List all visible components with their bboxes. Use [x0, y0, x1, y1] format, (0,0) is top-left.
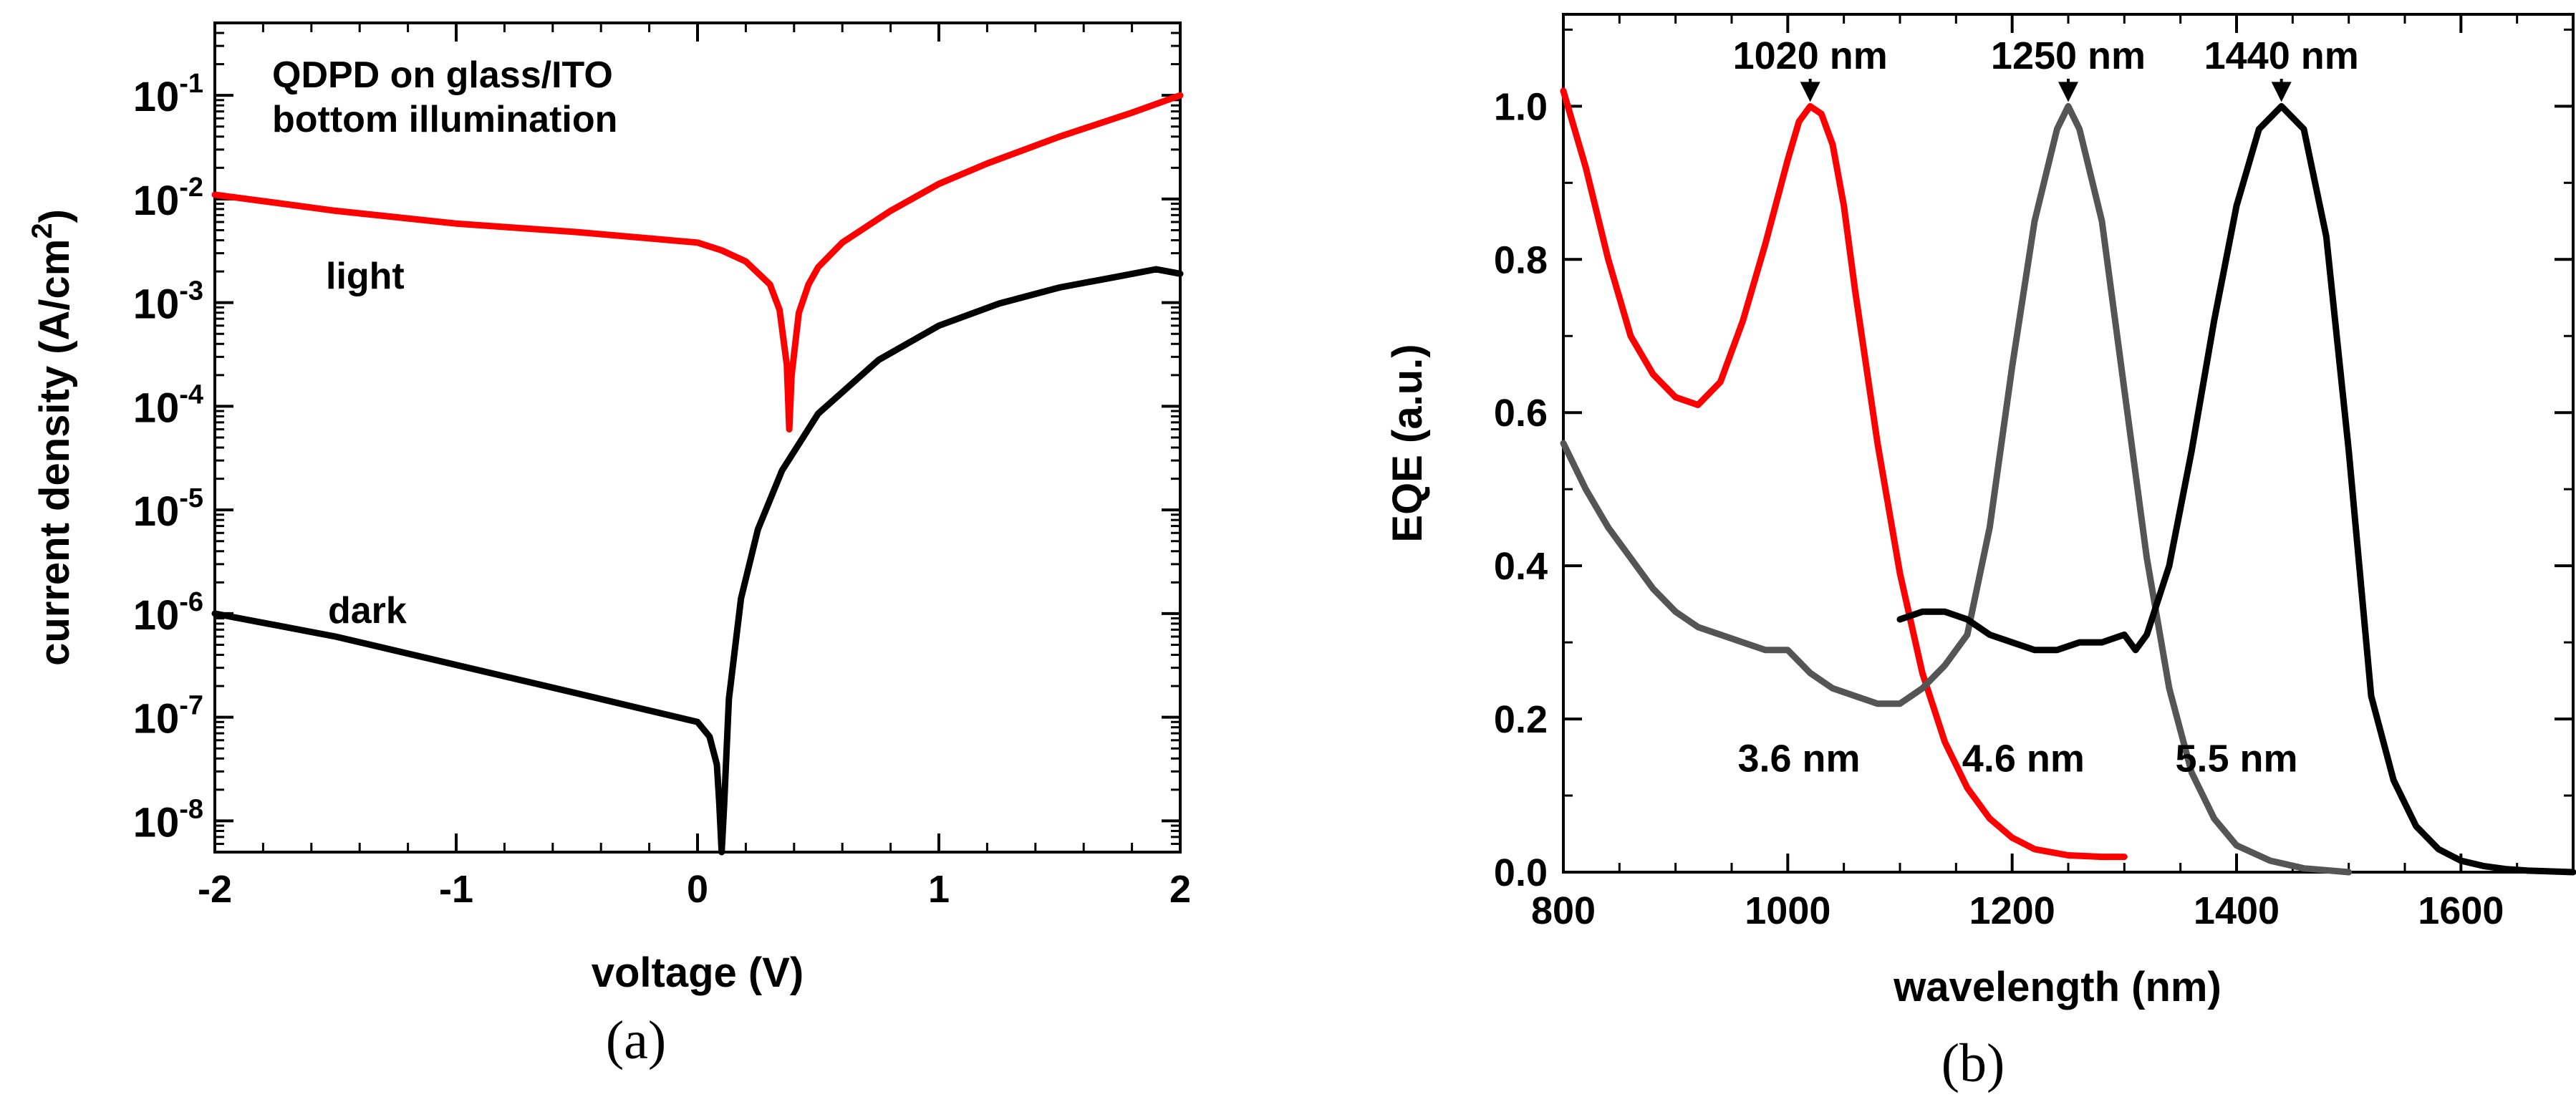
y-tick-base-a: 10 [133, 385, 180, 431]
panel-label-a: (a) [606, 1010, 666, 1070]
y-tick-base-a: 10 [133, 74, 180, 120]
x-tick-label-b: 800 [1531, 889, 1596, 932]
annotation-dark-a: dark [328, 590, 407, 632]
y-tick-base-a: 10 [133, 696, 180, 743]
y-tick-label-b: 0.8 [1494, 238, 1548, 281]
peak-arrow-head-b [2271, 82, 2292, 102]
size-label-b: 5.5 nm [2175, 738, 2297, 780]
y-tick-base-a: 10 [133, 281, 180, 328]
y-tick-exp-a: -6 [179, 587, 203, 617]
peak-arrow-head-b [1800, 82, 1820, 102]
y-axis-title-a: current density (A/cm2) [26, 209, 78, 666]
y-axis-title-b: EQE (a.u.) [1384, 344, 1431, 542]
y-tick-label-b: 0.2 [1494, 698, 1548, 741]
y-tick-label-a: 10-8 [133, 794, 203, 846]
x-tick-label-a: 2 [1169, 868, 1191, 911]
y-tick-base-a: 10 [133, 592, 180, 639]
x-tick-label-a: 0 [687, 868, 708, 911]
panel-b: 800 1000 1200 1400 1600 0.0 0.2 0.4 0.6 0.8 1.0 102… [1384, 13, 2576, 1093]
x-tick-label-b: 1400 [2194, 889, 2280, 932]
annotation-title-2-a: bottom illumination [272, 99, 617, 140]
y-tick-label-b: 0.0 [1494, 851, 1548, 894]
y-tick-label-b: 0.6 [1494, 392, 1548, 435]
x-tick-label-a: -2 [198, 868, 232, 911]
peak-label-b: 1440 nm [2204, 34, 2359, 77]
y-axis-title-main-a: current density (A/cm [32, 239, 78, 666]
series-line-dark [211, 266, 1184, 856]
annotation-light-a: light [326, 256, 405, 297]
y-tick-label-a: 10-4 [133, 380, 203, 431]
y-tick-base-a: 10 [133, 488, 180, 535]
x-tick-label-b: 1600 [2418, 889, 2504, 932]
peak-label-b: 1250 nm [1991, 34, 2146, 77]
y-tick-label-b: 0.4 [1494, 545, 1548, 588]
size-label-b: 4.6 nm [1962, 738, 2085, 780]
x-tick-label-b: 1000 [1745, 889, 1830, 932]
x-tick-label-a: -1 [439, 868, 473, 911]
y-tick-exp-a: -7 [179, 691, 203, 721]
y-tick-base-a: 10 [133, 178, 180, 224]
panel-label-b: (b) [1941, 1033, 2005, 1093]
x-axis-title-a: voltage (V) [592, 949, 804, 996]
peak-arrow-head-b [2058, 82, 2078, 102]
x-tick-label-b: 1200 [1969, 889, 2055, 932]
y-tick-label-a: 10-5 [133, 483, 203, 535]
y-tick-label-a: 10-2 [133, 173, 203, 224]
series-line-4.6-nm [1560, 102, 2353, 876]
y-axis-title-end-a: ) [32, 209, 78, 223]
x-tick-label-a: 1 [928, 868, 950, 911]
y-tick-base-a: 10 [133, 799, 180, 846]
peak-label-b: 1020 nm [1733, 34, 1888, 77]
y-tick-exp-a: -1 [179, 69, 203, 99]
size-label-b: 3.6 nm [1737, 738, 1860, 780]
x-axis-title-b: wavelength (nm) [1893, 964, 2222, 1010]
series-line-3.6-nm [1560, 87, 2128, 861]
annotation-title-1-a: QDPD on glass/ITO [272, 54, 613, 96]
y-tick-label-a: 10-1 [133, 69, 203, 120]
series-line-light [211, 92, 1184, 432]
y-axis-title-sup-a: 2 [26, 223, 58, 238]
panel-a: -2 -1 0 1 210-810-710-610-510-410-310-210-1v… [26, 21, 1191, 1070]
y-tick-label-a: 10-7 [133, 691, 203, 743]
y-tick-exp-a: -4 [179, 380, 203, 410]
y-tick-label-a: 10-6 [133, 587, 203, 639]
y-tick-label-b: 1.0 [1494, 85, 1548, 128]
series-line-5.5-nm [1896, 102, 2576, 876]
y-tick-exp-a: -8 [179, 794, 203, 824]
y-tick-exp-a: -3 [179, 276, 203, 306]
y-tick-exp-a: -2 [179, 173, 203, 203]
y-tick-label-a: 10-3 [133, 276, 203, 328]
y-tick-exp-a: -5 [179, 483, 203, 513]
